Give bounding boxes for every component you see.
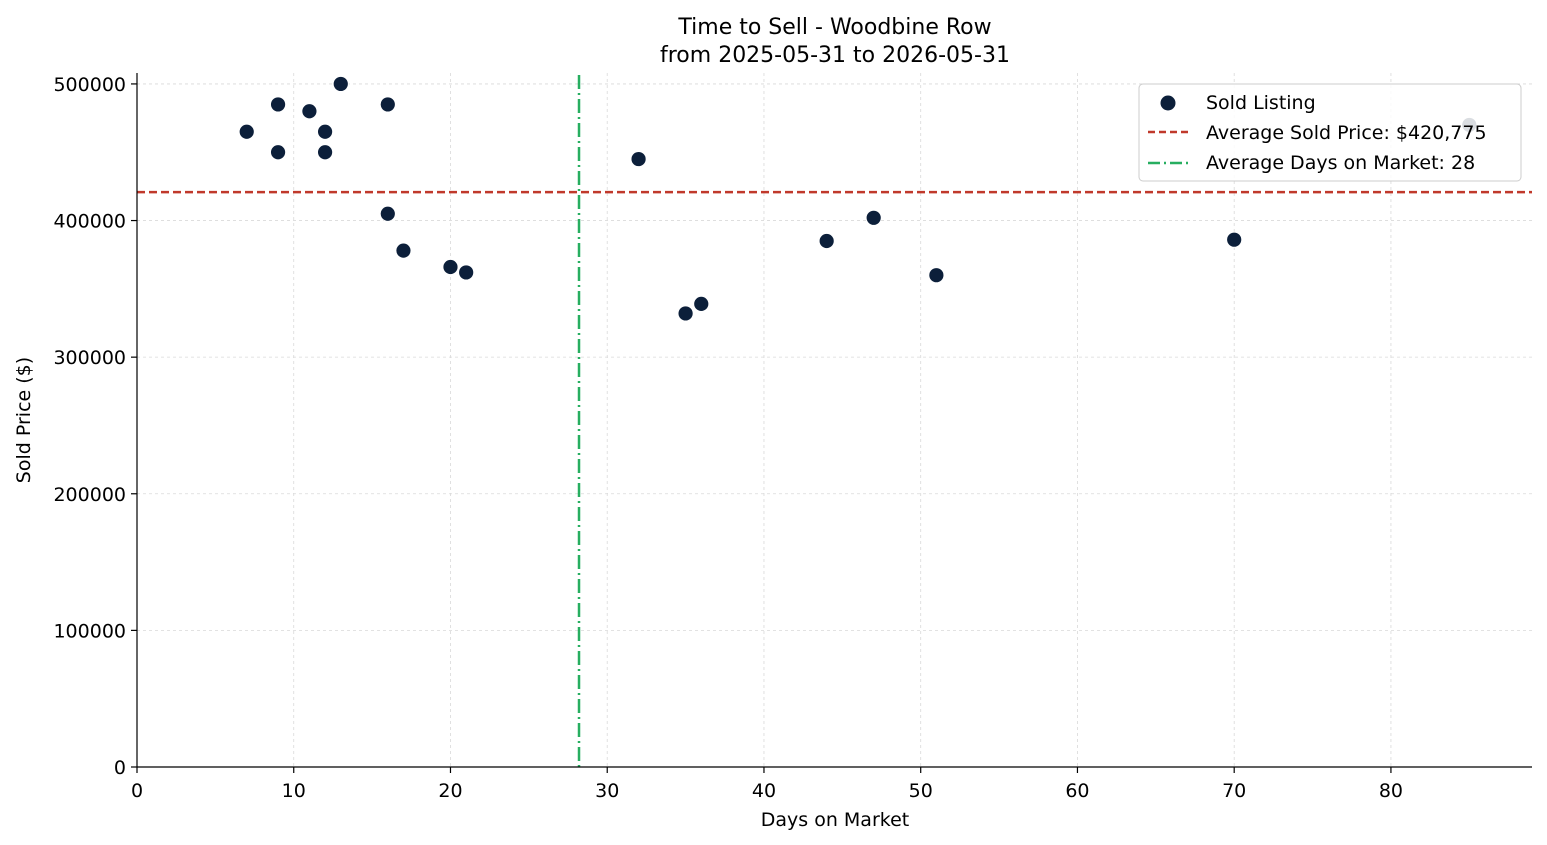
data-point xyxy=(317,123,333,140)
data-point xyxy=(379,205,396,222)
data-point xyxy=(458,264,475,281)
data-point xyxy=(1226,231,1243,248)
y-tick-label: 400000 xyxy=(53,211,126,233)
y-tick-label: 300000 xyxy=(53,347,126,369)
data-point xyxy=(395,242,412,259)
x-axis-ticks: 0 10 20 30 40 50 60 70 80 xyxy=(131,767,1403,802)
x-tick-label: 10 xyxy=(282,780,306,802)
data-point xyxy=(442,259,459,275)
chart-title: Time to Sell - Woodbine Row xyxy=(677,15,991,40)
x-axis-label: Days on Market xyxy=(761,809,909,831)
legend-label-avg-price: Average Sold Price: $420,775 xyxy=(1206,122,1487,144)
y-tick-label: 100000 xyxy=(53,620,126,642)
x-tick-label: 50 xyxy=(909,780,933,802)
x-tick-label: 80 xyxy=(1379,780,1403,802)
y-tick-label: 0 xyxy=(114,757,126,779)
chart-subtitle: from 2025-05-31 to 2026-05-31 xyxy=(660,43,1010,68)
x-tick-label: 70 xyxy=(1222,780,1246,802)
data-point xyxy=(301,103,318,120)
y-tick-label: 200000 xyxy=(53,484,126,506)
x-tick-label: 0 xyxy=(131,780,143,802)
data-point xyxy=(865,209,882,226)
data-point xyxy=(332,76,349,92)
data-point xyxy=(270,96,286,113)
x-tick-label: 20 xyxy=(438,780,462,802)
data-point xyxy=(238,123,255,140)
data-point xyxy=(630,151,647,167)
legend: Sold Listing Average Sold Price: $420,77… xyxy=(1138,83,1522,182)
data-point xyxy=(693,295,710,312)
data-point xyxy=(270,144,286,161)
data-point xyxy=(379,96,396,113)
reference-lines xyxy=(137,75,1532,767)
data-point xyxy=(677,305,694,322)
x-tick-label: 30 xyxy=(595,780,619,802)
data-point xyxy=(818,233,835,249)
legend-box xyxy=(1138,83,1522,182)
data-point xyxy=(317,144,333,161)
legend-marker-sold-listing xyxy=(1160,95,1176,111)
x-tick-label: 40 xyxy=(752,780,776,802)
y-tick-label: 500000 xyxy=(53,74,126,96)
data-points xyxy=(238,76,1478,322)
legend-label-sold-listing: Sold Listing xyxy=(1206,92,1316,114)
legend-label-avg-days: Average Days on Market: 28 xyxy=(1206,152,1475,174)
y-axis-label: Sold Price ($) xyxy=(13,357,35,483)
x-tick-label: 60 xyxy=(1065,780,1089,802)
y-axis-ticks: 0 100000 200000 300000 400000 500000 xyxy=(53,74,137,779)
data-point xyxy=(928,267,945,284)
